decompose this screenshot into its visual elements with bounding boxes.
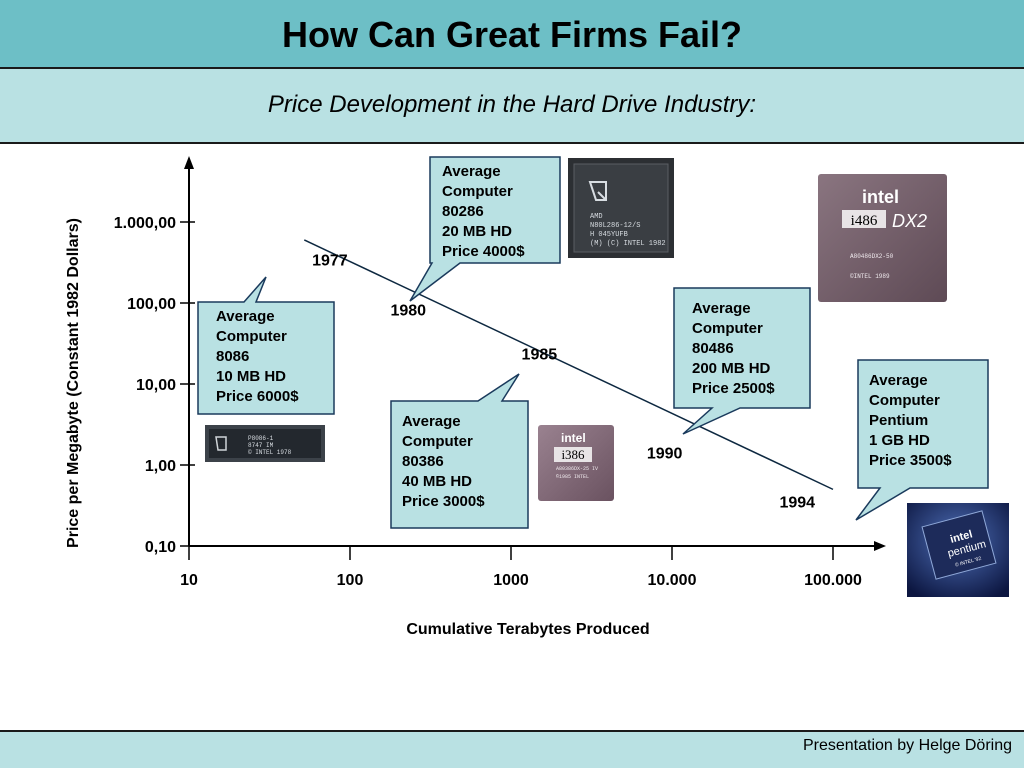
callout-pentium-text: Average Computer Pentium 1 GB HD Price 3… [869,372,952,469]
intel-pentium-chip: intel pentium © INTEL '92 [907,503,1009,597]
subtitle-bar: Price Development in the Hard Drive Indu… [0,69,1024,144]
x-tick-label: 100.000 [804,572,862,589]
callout-8086-text: Average Computer 8086 10 MB HD Price 600… [216,308,299,405]
x-tick-label: 100 [337,572,364,589]
svg-text:A80386DX-25 IV ©1985 INT: A80386DX-25 IV ©1985 INTEL [556,466,601,480]
intel-486-dx2-chip: intel i486 DX2 A80486DX2-50 ©INTEL 1989 [818,174,947,302]
y-ticks: 0,10 1,00 10,00 100,00 1.000,00 [114,215,195,556]
callout-80486-text: Average Computer 80486 200 MB HD Price 2… [692,300,775,397]
svg-text:intel: intel [949,528,974,545]
callout-80286: Average Computer 80286 20 MB HD Price 40… [409,156,561,302]
callout-80486: Average Computer 80486 200 MB HD Price 2… [673,287,811,435]
svg-text:P8086-1 8747 IM ©: P8086-1 8747 IM © INTEL 1978 [248,435,292,456]
svg-text:DX2: DX2 [892,211,927,231]
y-tick-label: 100,00 [127,296,176,313]
year-label-1977: 1977 [312,253,348,270]
x-tick-label: 1000 [493,572,529,589]
y-tick-label: 1,00 [145,458,176,475]
y-tick-label: 10,00 [136,377,176,394]
slide-title: How Can Great Firms Fail? [281,14,743,55]
year-label-1985: 1985 [522,347,558,364]
x-tick-label: 10.000 [648,572,697,589]
callout-80286-text: Average Computer 80286 20 MB HD Price 40… [442,163,525,260]
svg-text:intel: intel [862,187,899,207]
footer-bar: Presentation by Helge Döring [0,730,1024,768]
x-axis-arrow [874,541,886,551]
callout-pentium: Average Computer Pentium 1 GB HD Price 3… [855,359,989,521]
x-axis-label: Cumulative Terabytes Produced [406,621,649,638]
y-tick-label: 0,10 [145,539,176,556]
svg-text:AMD N80L286-12/S H: AMD N80L286-12/S H 045YUFB (M) (C) INTEL… [590,213,666,248]
svg-text:intel: intel [561,431,586,445]
svg-text:i386: i386 [561,447,585,462]
x-ticks: 10 100 1000 10.000 100.000 [180,546,862,589]
series-group [303,239,834,491]
y-axis-arrow [184,156,194,169]
year-label-1990: 1990 [647,446,683,463]
callout-8086: Average Computer 8086 10 MB HD Price 600… [197,276,335,415]
callout-80386: Average Computer 80386 40 MB HD Price 30… [390,373,529,529]
year-label-1994: 1994 [779,494,815,511]
year-labels: 1977 1980 1985 1990 1994 [312,253,815,512]
y-tick-label: 1.000,00 [114,215,176,232]
x-tick-label: 10 [180,572,198,589]
amd-8086-chip: P8086-1 8747 IM © INTEL 1978 [205,425,325,462]
y-axis-label: Price per Megabyte (Constant 1982 Dollar… [65,218,82,548]
svg-text:i486: i486 [851,213,878,229]
slide-subtitle: Price Development in the Hard Drive Indu… [267,91,757,118]
footer-credit: Presentation by Helge Döring [802,737,1012,754]
callout-80386-text: Average Computer 80386 40 MB HD Price 30… [402,413,485,510]
intel-386-chip: intel i386 A80386DX-25 IV ©1985 INTEL [538,425,614,501]
year-label-1980: 1980 [390,303,426,320]
title-bar: How Can Great Firms Fail? [0,0,1024,69]
price-trend-line [303,239,834,491]
svg-text:A80486DX2-50 ©INTEL 1989: A80486DX2-50 ©INTEL 1989 [850,253,897,280]
amd-80286-chip: AMD N80L286-12/S H 045YUFB (M) (C) INTEL… [568,158,674,258]
